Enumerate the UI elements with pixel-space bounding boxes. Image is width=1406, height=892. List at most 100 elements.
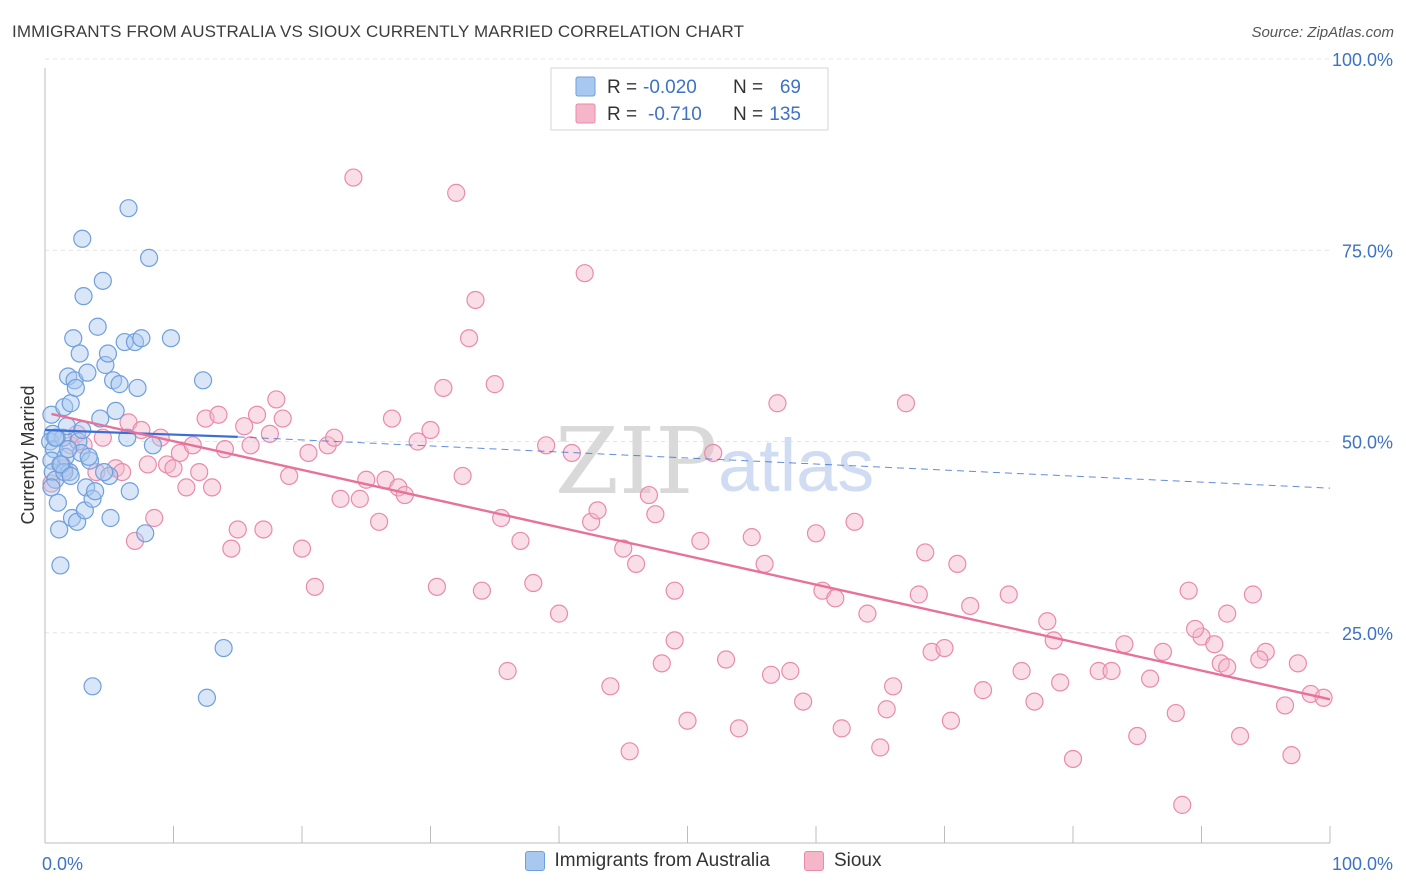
australia-point-57	[59, 440, 78, 459]
sioux-point-106	[1038, 612, 1057, 631]
legend-bottom: Immigrants from Australia Sioux	[0, 850, 1406, 872]
sioux-point-58	[485, 375, 504, 394]
watermark-atlas: atlas	[718, 424, 874, 507]
sioux-point-133	[877, 700, 896, 719]
sioux-point-115	[1166, 703, 1185, 723]
australia-point-51	[136, 524, 155, 543]
sioux-point-91	[845, 512, 864, 531]
sioux-point-32	[267, 390, 286, 409]
legend-box	[550, 67, 829, 131]
sioux-point-118	[1205, 635, 1224, 654]
sioux-point-108	[1063, 749, 1083, 769]
australia-point-20	[64, 329, 83, 348]
australia-point-12	[53, 428, 73, 447]
sioux-point-12	[138, 455, 157, 474]
sioux-point-44	[370, 512, 389, 531]
australia-point-35	[88, 317, 107, 336]
legend-label-australia: Immigrants from Australia	[554, 850, 770, 871]
y-tick-label-1: 75.0%	[1342, 241, 1393, 261]
sioux-point-54	[453, 466, 472, 486]
trend-australia-dashed	[237, 436, 1331, 489]
legend-item-sioux[interactable]: Sioux	[803, 850, 881, 872]
sioux-point-99	[935, 638, 954, 658]
sioux-point-51	[427, 577, 447, 596]
australia-point-62	[197, 688, 217, 707]
australia-point-50	[132, 329, 151, 348]
sioux-point-61	[511, 531, 530, 551]
sioux-point-63	[537, 436, 556, 455]
sioux-point-22	[202, 478, 222, 497]
sioux-point-113	[1140, 669, 1160, 688]
series-australia-points	[41, 199, 233, 707]
legend-n-label-1: N =	[733, 77, 763, 98]
sioux-point-39	[325, 428, 344, 447]
chart-title: IMMIGRANTS FROM AUSTRALIA VS SIOUX CURRE…	[12, 22, 745, 41]
australia-point-66	[46, 428, 65, 447]
sioux-point-71	[620, 742, 639, 761]
y-axis-label: Currently Married	[18, 385, 38, 524]
sioux-point-79	[704, 443, 723, 463]
australia-point-65	[51, 455, 70, 474]
x-tick-label-min: 0.0%	[42, 854, 83, 874]
sioux-point-116	[1179, 581, 1198, 600]
legend-n-value-1: 69	[780, 77, 801, 98]
sioux-point-66	[575, 264, 594, 283]
x-tick-labels: 0.0% 100.0%	[42, 854, 1393, 874]
legend-item-australia[interactable]: Immigrants from Australia	[524, 850, 770, 872]
sioux-point-136	[1051, 673, 1070, 692]
australia-point-61	[193, 371, 213, 390]
y-tick-label-2: 50.0%	[1342, 433, 1393, 453]
sioux-point-129	[1173, 795, 1192, 814]
sioux-point-52	[434, 378, 453, 398]
australia-point-9	[50, 520, 69, 539]
sioux-point-94	[883, 677, 903, 696]
sioux-point-67	[582, 512, 601, 531]
australia-point-31	[78, 363, 97, 382]
sioux-point-135	[665, 631, 684, 650]
sioux-point-121	[1230, 726, 1250, 746]
legend-r-value-2: -0.710	[648, 104, 702, 125]
sioux-point-104	[1012, 661, 1031, 681]
sioux-point-122	[1243, 585, 1263, 604]
australia-point-52	[139, 248, 159, 267]
sioux-point-105	[1025, 692, 1044, 711]
australia-point-54	[119, 199, 138, 218]
sioux-point-74	[646, 505, 665, 524]
sioux-point-23	[209, 405, 228, 424]
australia-point-24	[69, 432, 88, 451]
sioux-point-80	[716, 650, 736, 669]
sioux-point-90	[832, 719, 851, 738]
legend-r-label-2: R =	[607, 104, 637, 125]
australia-point-18	[61, 394, 80, 413]
australia-point-30	[77, 478, 96, 497]
sioux-point-93	[871, 738, 890, 757]
legend-swatch-pink	[575, 103, 596, 124]
sioux-point-20	[190, 463, 209, 482]
sioux-point-81	[729, 719, 749, 738]
sioux-point-134	[794, 692, 813, 711]
sioux-point-85	[768, 394, 787, 413]
sioux-point-27	[235, 417, 254, 436]
sioux-point-30	[254, 520, 273, 539]
sioux-point-25	[222, 539, 241, 558]
australia-point-53	[143, 436, 163, 455]
legend-n-value-2: 135	[769, 104, 801, 125]
legend-swatch-blue	[575, 76, 596, 97]
sioux-point-83	[755, 554, 774, 574]
sioux-point-107	[1044, 631, 1063, 650]
sioux-point-31	[260, 424, 279, 443]
sioux-point-10	[125, 531, 145, 551]
sioux-point-26	[228, 520, 247, 539]
sioux-point-125	[1282, 746, 1301, 765]
x-tick-label-max: 100.0%	[1332, 854, 1393, 874]
australia-point-59	[79, 447, 98, 466]
australia-point-64	[83, 677, 102, 696]
australia-point-8	[48, 493, 67, 512]
sioux-point-124	[1275, 696, 1295, 715]
sioux-point-29	[247, 405, 267, 424]
sioux-point-70	[614, 539, 633, 558]
sioux-point-137	[1185, 619, 1205, 639]
sioux-point-55	[459, 329, 479, 348]
sioux-point-75	[652, 654, 671, 673]
